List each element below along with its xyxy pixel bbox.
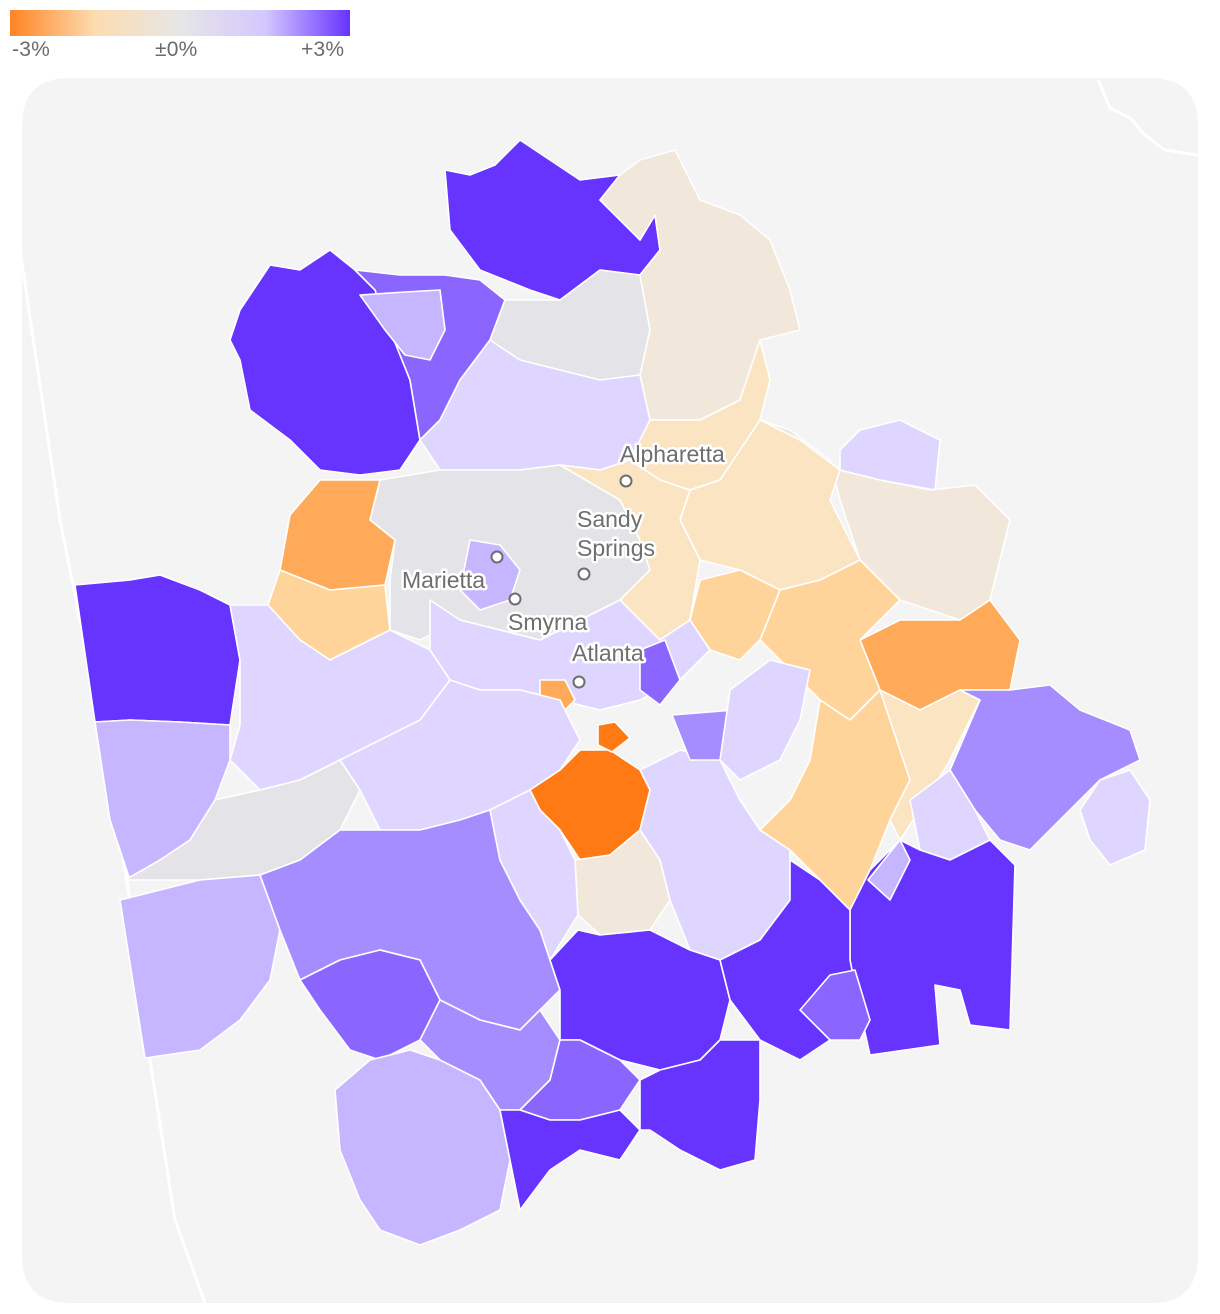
- city-sandy-springs: Sandy Springs: [575, 504, 657, 581]
- region-w-7: [119, 874, 281, 1059]
- region-ne-4: [839, 419, 941, 491]
- city-atlanta-dot: [572, 675, 586, 689]
- legend-max-label: +3%: [301, 38, 345, 61]
- region-sw-2: [489, 789, 579, 961]
- legend-min-label: -3%: [12, 38, 50, 61]
- city-marietta-dot: [490, 550, 504, 564]
- city-sandy-springs-label-line2: Springs: [577, 535, 655, 561]
- legend-mid-label: ±0%: [155, 38, 198, 61]
- city-alpharetta: Alpharetta: [618, 439, 728, 488]
- city-marietta: Marietta: [400, 550, 504, 596]
- city-atlanta: Atlanta: [570, 638, 646, 689]
- city-alpharetta-dot: [619, 474, 633, 488]
- region-e-2: [1079, 769, 1151, 866]
- region-s-5: [499, 1109, 641, 1211]
- city-smyrna-dot: [508, 592, 522, 606]
- region-s-6: [639, 1039, 761, 1171]
- region-sc-orange-2: [597, 721, 631, 753]
- city-sandy-springs-dot: [577, 567, 591, 581]
- city-atlanta-label: Atlanta: [572, 640, 644, 666]
- city-alpharetta-label: Alpharetta: [620, 441, 725, 467]
- region-sw-4: [334, 1049, 511, 1246]
- legend-gradient-bar: [10, 10, 350, 36]
- state-border-northeast: [1096, 79, 1199, 157]
- region-w-3: [74, 574, 241, 726]
- city-marietta-label: Marietta: [402, 567, 485, 593]
- region-e-5: [867, 839, 911, 901]
- region-s-3: [799, 969, 871, 1041]
- region-sc-5: [719, 659, 811, 781]
- region-nw-4: [359, 289, 446, 361]
- region-c-4: [639, 639, 681, 706]
- region-c-2: [559, 459, 701, 641]
- city-smyrna-label: Smyrna: [508, 609, 587, 635]
- city-sandy-springs-label-line1: Sandy: [577, 506, 643, 532]
- city-smyrna: Smyrna: [506, 592, 590, 638]
- color-legend: -3% ±0% +3%: [10, 10, 350, 62]
